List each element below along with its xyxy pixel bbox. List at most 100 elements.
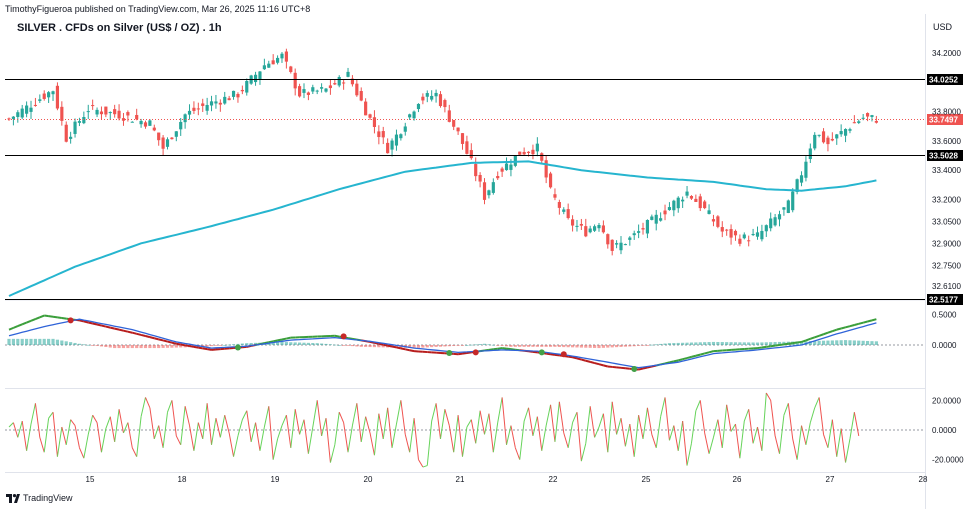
macd-histogram-bar [764,342,768,345]
macd-fast-line-segment [347,337,353,340]
macd-cross-marker [538,349,545,356]
candle-body [157,132,161,141]
oscillator-segment [303,419,309,454]
candle-body [474,164,478,177]
chart-title: SILVER . CFDs on Silver (US$ / OZ) . 1h [17,22,222,34]
oscillator-segment [74,425,80,448]
price-panel[interactable] [5,48,925,300]
price-tick-label: 32.7500 [932,261,961,270]
macd-fast-line-segment [854,322,860,326]
oscillator-segment [660,397,666,417]
candle-body [289,66,293,73]
macd-histogram-bar [91,345,95,346]
candle-body [231,90,236,97]
macd-histogram-bar [64,341,68,345]
macd-histogram-bar [443,345,447,347]
candle-body [346,71,350,77]
candle-body [681,199,685,202]
oscillator-segment [712,419,719,438]
candle-body [509,164,513,170]
macd-fast-line-segment [198,346,203,350]
candle-body [311,87,315,92]
currency-label[interactable]: USD [933,22,953,32]
time-tick-label: 20 [364,475,373,484]
macd-histogram-bar [799,341,804,345]
oscillator-segment [840,428,847,463]
macd-histogram-bar [672,343,676,345]
oscillator-segment [272,438,279,460]
oscillator-segment [453,415,459,453]
macd-fast-line-segment [858,321,864,325]
oscillator-segment [197,422,204,440]
oscillator-segment [347,425,353,453]
price-tick-label: 32.9000 [932,239,961,248]
macd-histogram-bar [654,344,658,346]
macd-fast-line-segment [118,328,124,332]
oscillator-segment [479,410,486,435]
oscillator-segment [708,437,714,454]
macd-histogram-bar [496,345,500,346]
macd-histogram-bar [42,338,46,345]
publisher-line: TimothyFigueroa published on TradingView… [5,4,311,14]
macd-histogram-bar [240,343,244,345]
candle-body [584,226,588,237]
macd-histogram-bar [839,340,843,345]
macd-histogram-bar [526,345,531,347]
macd-fast-line-segment [396,346,402,350]
macd-histogram-bar [408,345,412,348]
candle-body [38,99,42,101]
oscillator-segment [519,421,525,460]
time-tick-label: 15 [86,475,95,484]
macd-histogram-bar [548,345,553,347]
oscillator-segment [607,401,613,453]
candle-body [104,106,108,115]
oscillator-segment [114,409,120,442]
macd-histogram-bar [179,345,183,348]
candle-body [333,83,337,85]
macd-histogram-bar [663,343,667,345]
oscillator-segment [444,409,450,426]
candle-body [416,103,421,110]
macd-histogram-bar [60,340,64,345]
macd-histogram-bar [364,345,368,347]
oscillator-segment [646,407,653,435]
macd-histogram-bar [368,345,372,348]
oscillator-segment [140,397,146,417]
macd-histogram-bar [579,345,583,348]
macd-histogram-bar [575,345,579,348]
brand-footer[interactable]: TradingView [6,493,73,503]
macd-histogram-bar [623,345,627,347]
macd-panel[interactable] [5,314,925,372]
oscillator-segment [774,435,780,454]
macd-histogram-bar [698,342,702,345]
macd-histogram-bar [531,345,535,347]
oscillator-panel[interactable] [5,392,925,468]
candle-body [773,217,777,226]
macd-histogram-bar [487,344,491,346]
price-axis[interactable]: 34.0252 33.5028 32.5177 33.7497 34.2000 33.80… [927,49,964,465]
oscillator-segment [263,406,270,428]
oscillator-segment [845,438,851,463]
macd-fast-line-segment [13,325,19,329]
macd-cross-marker [631,365,638,372]
oscillator-segment [329,444,336,463]
macd-fast-line-segment [136,332,142,336]
oscillator-segment [589,406,596,438]
macd-histogram-bar [703,342,707,345]
macd-histogram-bar [77,343,82,345]
time-axis[interactable]: 15 18 19 20 21 22 25 26 27 28 [86,475,928,484]
macd-histogram-bar [755,342,760,345]
candle-body [82,117,86,124]
macd-histogram-bar [174,345,178,348]
candle-body [795,179,799,192]
macd-fast-line-segment [171,341,177,345]
oscillator-segment [241,410,248,420]
candle-body [386,142,390,154]
candle-body [676,197,680,209]
price-tick-label: 33.8000 [932,108,961,117]
candle-body [16,112,20,117]
oscillator-segment [259,426,265,451]
macd-histogram-bar [38,338,42,345]
macd-histogram-bar [214,345,218,346]
